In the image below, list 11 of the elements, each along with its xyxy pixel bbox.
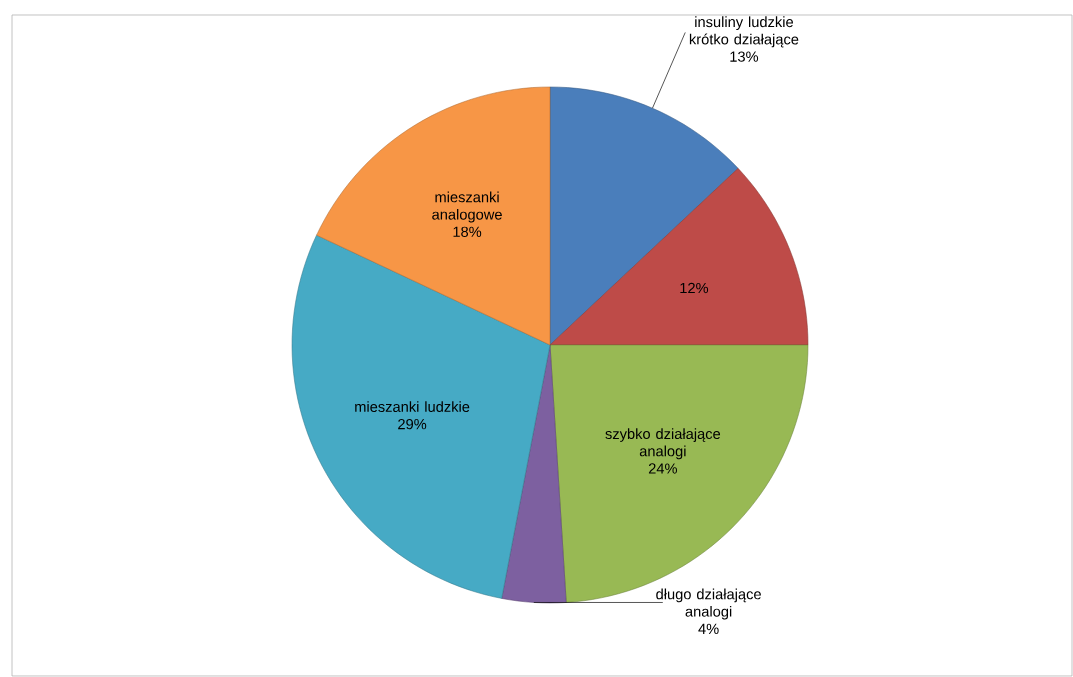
data-label: 12%: [680, 282, 709, 294]
slice-label: długo działające analogi: [656, 588, 761, 620]
data-label: 18%: [453, 226, 482, 237]
data-label: 13%: [730, 51, 759, 62]
slice-label: szybko działające analogi: [605, 428, 721, 460]
data-label: 24%: [648, 463, 677, 474]
slice-label: mieszanki analogowe: [432, 191, 502, 223]
slice-label: mieszanki ludzkie: [355, 401, 470, 412]
data-label: 29%: [398, 418, 427, 430]
data-label: 4%: [698, 623, 719, 634]
slice-label: insuliny ludzkie krótko działające: [689, 16, 799, 48]
